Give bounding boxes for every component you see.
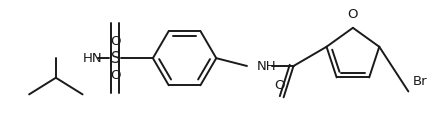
Text: O: O [110, 69, 121, 82]
Text: HN: HN [83, 52, 102, 65]
Text: O: O [348, 8, 358, 21]
Text: S: S [111, 51, 120, 66]
Text: O: O [110, 35, 121, 48]
Text: NH: NH [257, 60, 276, 72]
Text: Br: Br [412, 75, 427, 88]
Text: O: O [274, 79, 285, 92]
